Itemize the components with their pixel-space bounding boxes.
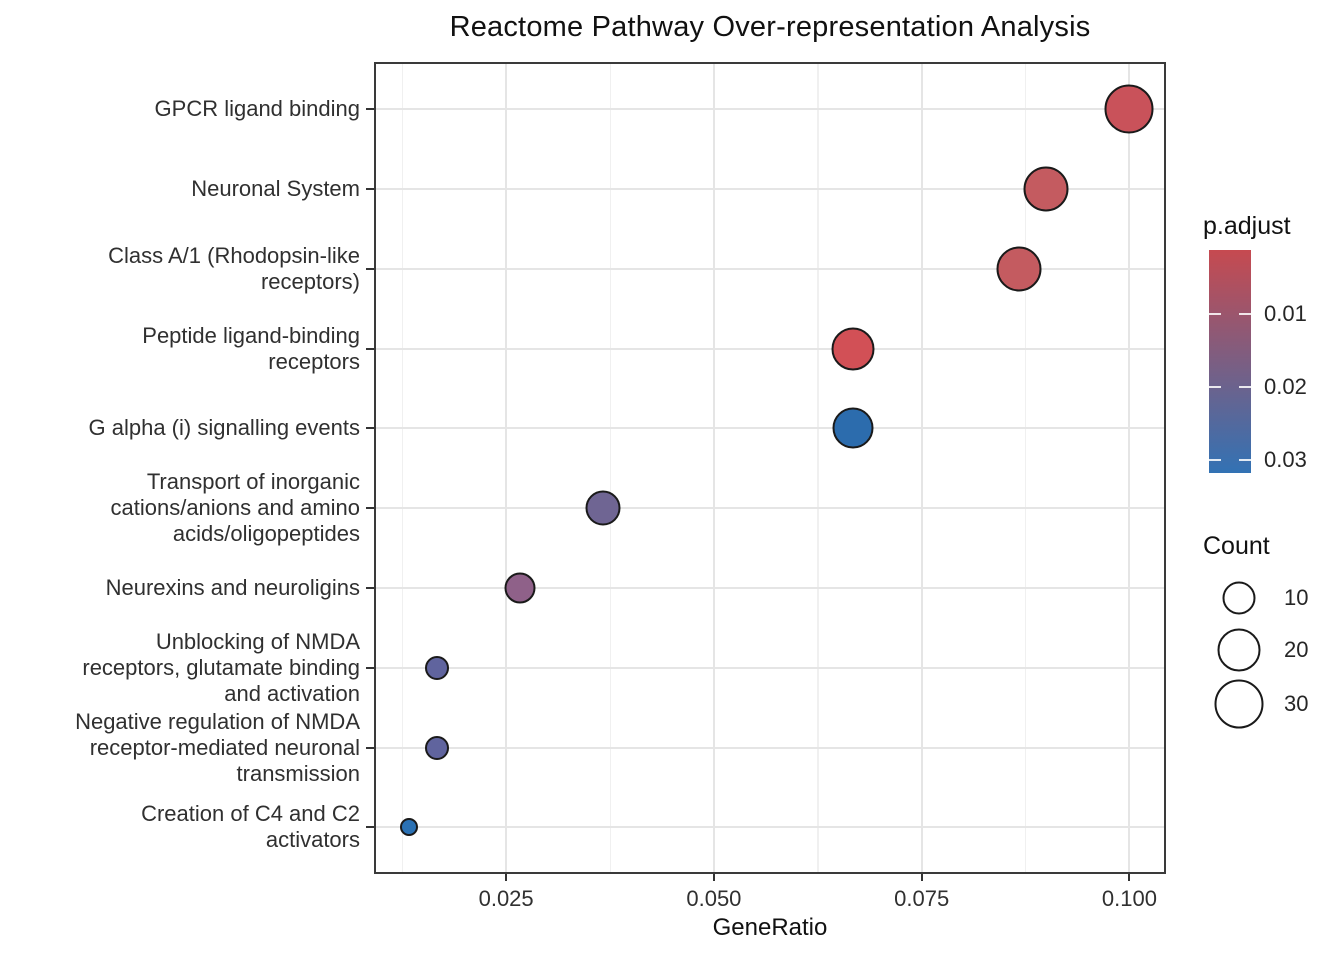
y-tick-mark (366, 746, 374, 749)
data-point (996, 246, 1042, 292)
colorbar-tick-label: 0.02 (1264, 374, 1307, 399)
y-tick-mark (366, 826, 374, 829)
data-point (832, 407, 874, 449)
y-category-label: GPCR ligand binding (154, 96, 360, 122)
y-category-label: Negative regulation of NMDA receptor-med… (75, 708, 360, 786)
x-axis-title: GeneRatio (712, 914, 828, 941)
gridline-major-vertical (1128, 64, 1131, 872)
x-tick-label: 0.075 (894, 886, 950, 911)
colorbar-tick-label: 0.01 (1264, 301, 1307, 327)
gridline-minor-vertical (817, 64, 819, 872)
gridline-major-vertical (712, 64, 715, 872)
gridline-major-vertical (920, 64, 923, 872)
x-tick-mark (712, 874, 715, 881)
gridline-major-vertical (505, 64, 508, 872)
colorbar-tick-mark (1209, 386, 1221, 388)
gridline-major-horizontal (376, 507, 1164, 510)
count-legend-label: 30 (1284, 691, 1309, 716)
data-point (425, 655, 450, 680)
gridline-major-horizontal (376, 746, 1164, 749)
colorbar-tick-mark (1209, 458, 1221, 461)
x-tick-mark (505, 874, 508, 881)
gridline-minor-vertical (1025, 64, 1027, 872)
gridline-major-horizontal (376, 347, 1164, 350)
y-category-label: Transport of inorganic cations/anions an… (110, 469, 361, 547)
data-point (585, 490, 621, 526)
padjust-legend-title: p.adjust (1203, 212, 1291, 240)
count-legend-label: 20 (1284, 637, 1309, 662)
y-tick-mark (366, 666, 374, 669)
y-category-label: Peptide ligand-binding receptors (142, 322, 360, 374)
count-legend-label: 10 (1284, 585, 1309, 610)
y-category-label: Neurexins and neuroligins (105, 574, 360, 600)
x-tick-mark (1128, 874, 1131, 881)
x-tick-label: 0.025 (478, 886, 534, 911)
y-tick-mark (366, 347, 374, 350)
y-tick-mark (366, 188, 374, 191)
y-tick-mark (366, 507, 374, 510)
y-category-label: G alpha (i) signalling events (88, 415, 360, 441)
y-tick-mark (366, 586, 374, 589)
y-category-label: Class A/1 (Rhodopsin-like receptors) (108, 242, 360, 294)
y-tick-mark (366, 108, 374, 111)
y-category-label: Unblocking of NMDA receptors, glutamate … (82, 628, 360, 706)
data-point (399, 818, 418, 837)
colorbar-tick-label: 0.03 (1264, 446, 1307, 472)
y-category-label: Neuronal System (191, 176, 360, 202)
x-tick-label: 0.100 (1101, 886, 1157, 911)
plot-panel (374, 62, 1166, 874)
count-legend-circle (1222, 581, 1256, 615)
gridline-major-horizontal (376, 267, 1164, 270)
count-legend-circle (1214, 679, 1264, 729)
chart-title: Reactome Pathway Over-representation Ana… (449, 11, 1091, 43)
y-category-label: Creation of C4 and C2 activators (141, 801, 360, 853)
colorbar-tick-mark (1239, 458, 1251, 461)
colorbar-tick-mark (1209, 313, 1221, 316)
data-point (831, 327, 875, 371)
colorbar-tick-mark (1239, 386, 1251, 388)
count-legend-circle (1217, 628, 1261, 672)
gridline-minor-vertical (609, 64, 611, 872)
x-tick-label: 0.050 (686, 886, 742, 911)
gridline-minor-vertical (401, 64, 404, 872)
padjust-colorbar (1209, 250, 1251, 473)
colorbar-tick-mark (1239, 313, 1251, 316)
gridline-major-horizontal (376, 188, 1164, 191)
y-tick-mark (366, 267, 374, 270)
y-tick-mark (366, 427, 374, 430)
data-point (1023, 166, 1069, 212)
gridline-major-horizontal (376, 586, 1164, 589)
gridline-major-horizontal (376, 108, 1164, 111)
data-point (1104, 84, 1154, 134)
x-tick-mark (920, 874, 923, 881)
gridline-major-horizontal (376, 826, 1164, 829)
data-point (425, 735, 450, 760)
gridline-major-horizontal (376, 427, 1164, 430)
gridline-major-horizontal (376, 666, 1164, 669)
count-legend-title: Count (1203, 532, 1270, 560)
data-point (504, 572, 536, 604)
